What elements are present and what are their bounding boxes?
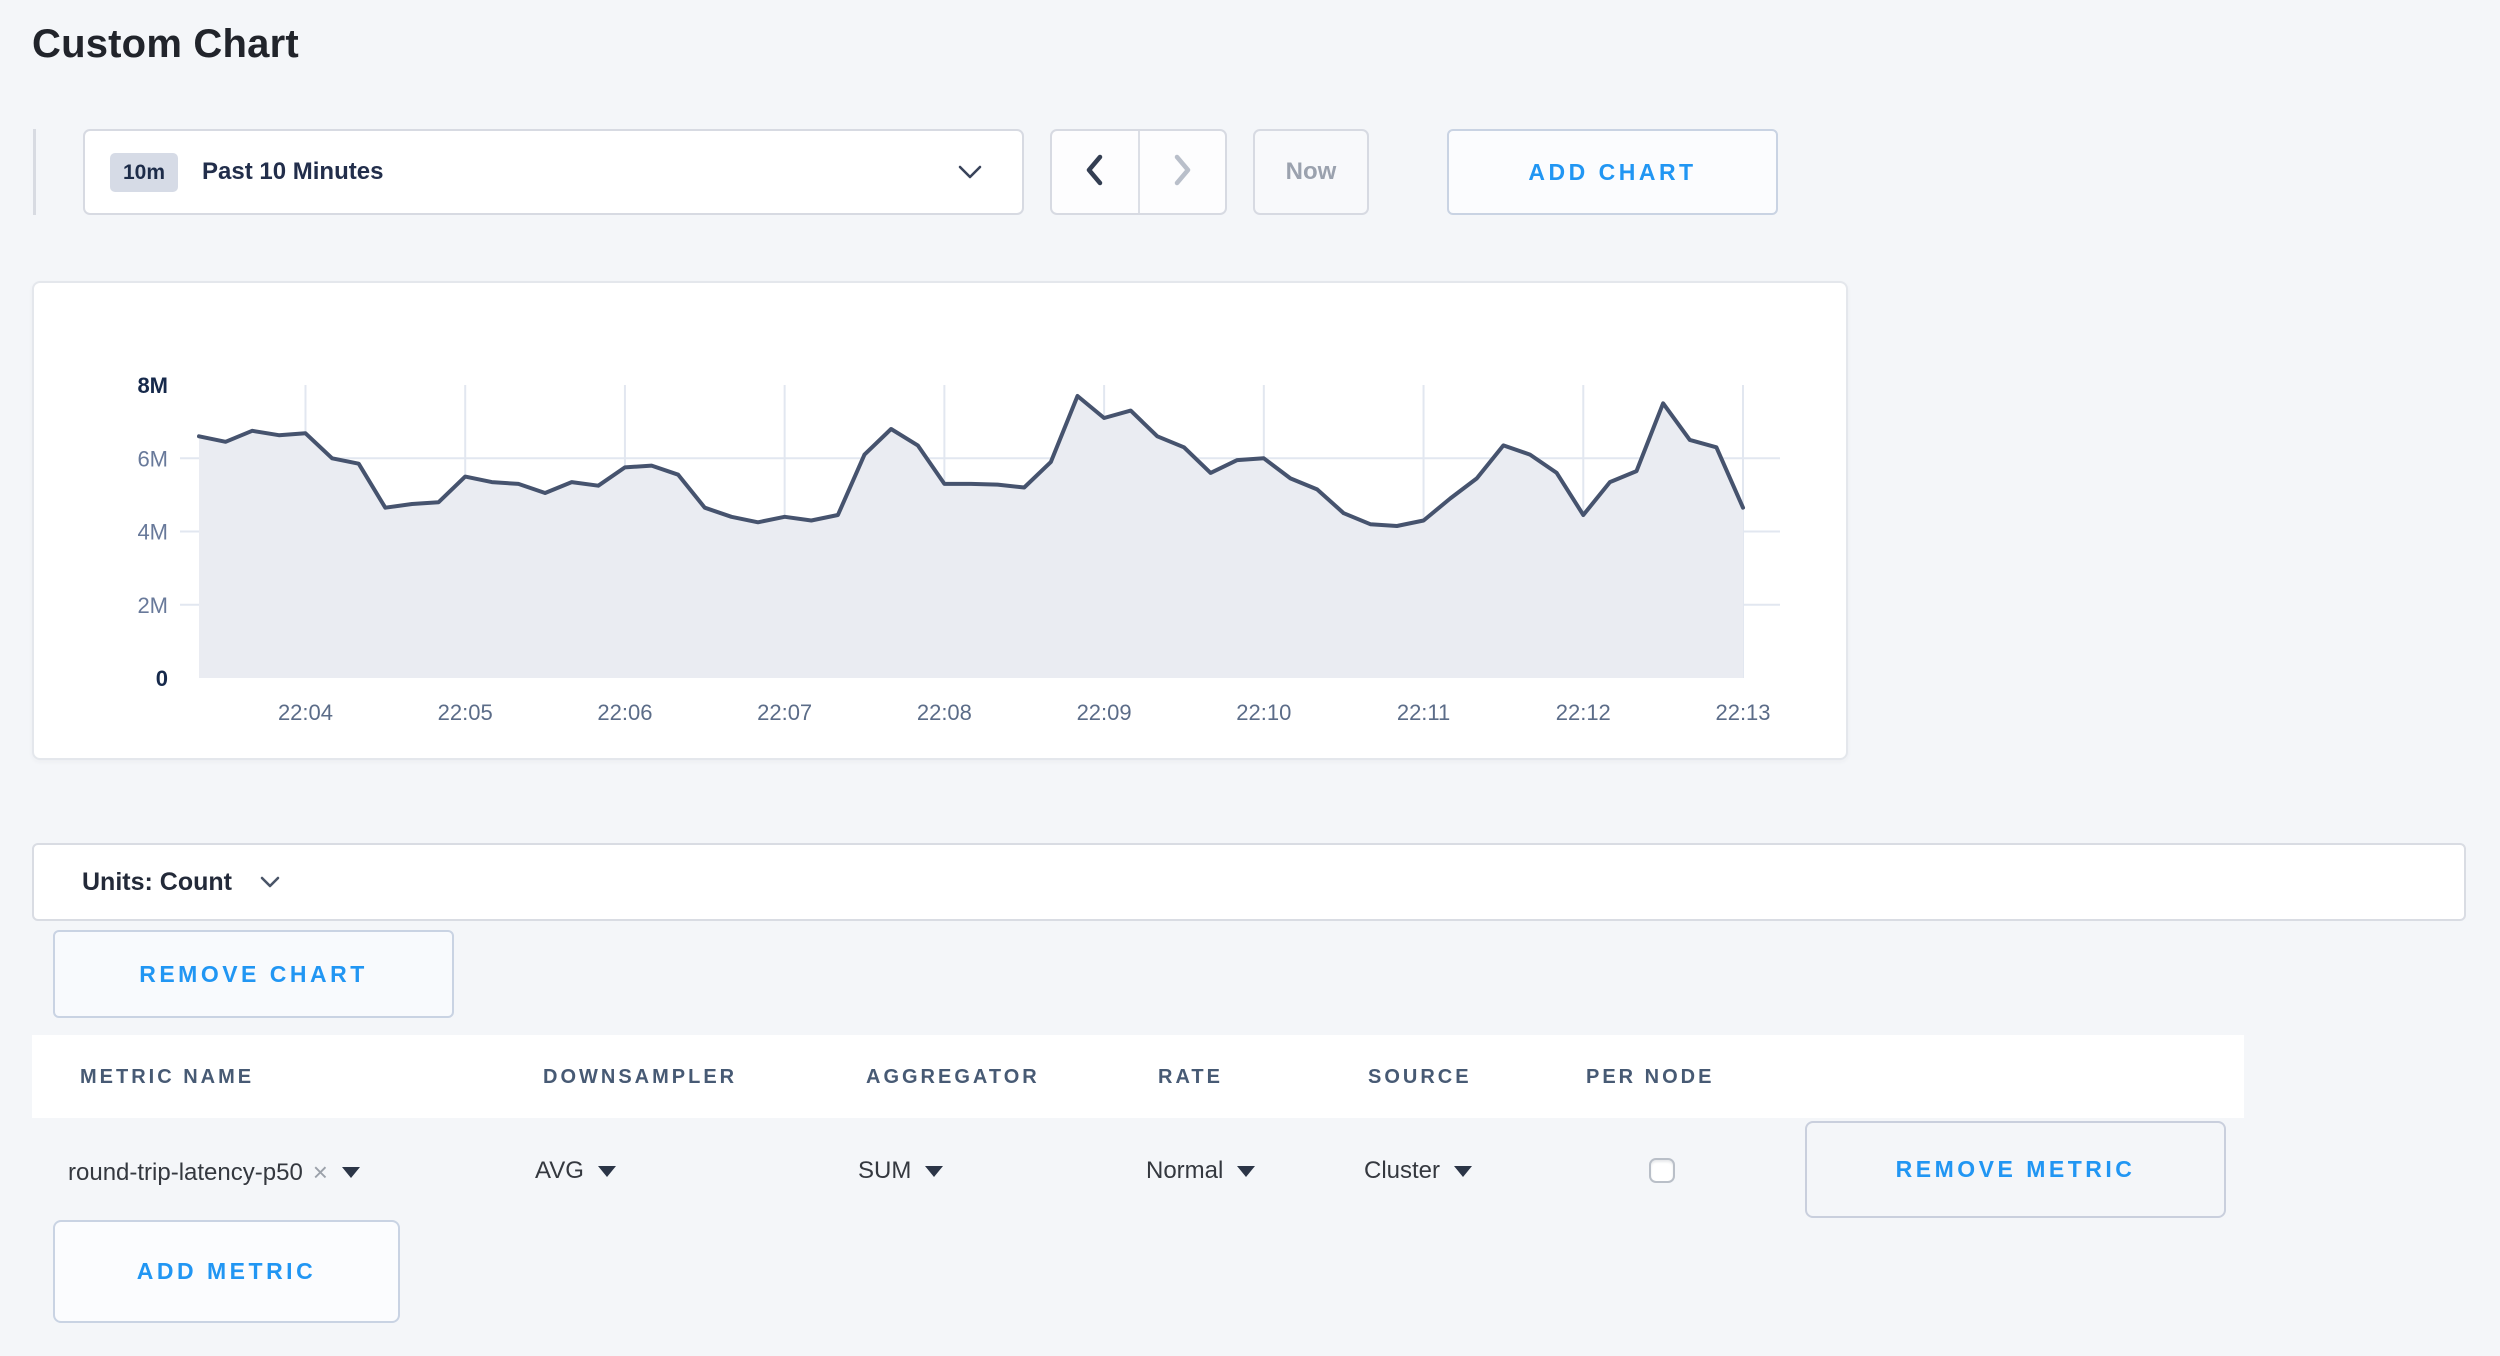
chevron-left-icon (1082, 153, 1108, 192)
add-metric-button[interactable]: ADD METRIC (53, 1220, 400, 1323)
col-head-per-node: PER NODE (1586, 1066, 1715, 1088)
clear-metric-icon[interactable]: × (312, 1157, 328, 1187)
col-head-aggregator: AGGREGATOR (866, 1066, 1040, 1088)
page-title: Custom Chart (32, 22, 299, 66)
now-button[interactable]: Now (1253, 129, 1369, 215)
add-chart-button[interactable]: ADD CHART (1447, 129, 1778, 215)
time-window-badge: 10m (110, 152, 179, 192)
toolbar-left-divider (33, 129, 36, 215)
svg-text:22:07: 22:07 (757, 700, 812, 725)
units-label: Units: Count (82, 867, 232, 896)
aggregator-value: SUM (858, 1157, 912, 1184)
custom-chart-card: 8M 6M 4M 2M 0 22:04 22:05 22:06 22:07 22:08 22:09 2… (32, 281, 1848, 760)
svg-text:22:04: 22:04 (278, 700, 333, 725)
next-time-button[interactable] (1137, 131, 1226, 213)
svg-text:22:05: 22:05 (438, 700, 493, 725)
units-dropdown[interactable]: Units: Count (32, 843, 2466, 921)
time-window-dropdown[interactable]: 10m Past 10 Minutes (83, 129, 1024, 215)
svg-text:22:13: 22:13 (1715, 700, 1770, 725)
svg-text:2M: 2M (137, 593, 168, 618)
col-head-metric-name: METRIC NAME (80, 1066, 255, 1088)
svg-text:22:09: 22:09 (1077, 700, 1132, 725)
per-node-checkbox[interactable] (1649, 1158, 1675, 1183)
svg-text:4M: 4M (137, 520, 168, 545)
time-window-label: Past 10 Minutes (202, 158, 384, 185)
metric-name-value: round-trip-latency-p50 (68, 1158, 303, 1186)
metric-name-select[interactable]: round-trip-latency-p50 × (68, 1157, 360, 1188)
svg-text:0: 0 (156, 666, 168, 691)
caret-down-icon (925, 1165, 944, 1177)
col-head-downsampler: DOWNSAMPLER (543, 1066, 738, 1088)
source-select[interactable]: Cluster (1364, 1157, 1473, 1185)
rate-value: Normal (1146, 1157, 1224, 1184)
rate-select[interactable]: Normal (1146, 1157, 1256, 1185)
svg-text:22:08: 22:08 (917, 700, 972, 725)
svg-text:22:10: 22:10 (1236, 700, 1291, 725)
chevron-down-icon (260, 876, 280, 888)
caret-down-icon (1454, 1165, 1473, 1177)
svg-text:8M: 8M (137, 373, 168, 398)
svg-text:22:06: 22:06 (597, 700, 652, 725)
remove-metric-button[interactable]: REMOVE METRIC (1805, 1121, 2226, 1218)
aggregator-select[interactable]: SUM (858, 1157, 944, 1185)
caret-down-icon (1237, 1165, 1256, 1177)
time-nav-arrows (1050, 129, 1227, 215)
col-head-rate: RATE (1158, 1066, 1223, 1088)
svg-text:6M: 6M (137, 446, 168, 471)
svg-text:22:11: 22:11 (1397, 700, 1450, 725)
prev-time-button[interactable] (1052, 131, 1138, 213)
caret-down-icon (597, 1165, 616, 1177)
col-head-source: SOURCE (1368, 1066, 1472, 1088)
remove-chart-button[interactable]: REMOVE CHART (53, 930, 454, 1018)
downsampler-value: AVG (535, 1157, 584, 1184)
metrics-table-header (32, 1035, 2244, 1118)
svg-text:22:12: 22:12 (1556, 700, 1611, 725)
latency-chart-svg: 8M 6M 4M 2M 0 22:04 22:05 22:06 22:07 22:08 22:09 2… (137, 373, 1780, 725)
downsampler-select[interactable]: AVG (535, 1157, 616, 1185)
source-value: Cluster (1364, 1157, 1441, 1184)
chevron-right-icon (1169, 153, 1195, 192)
caret-down-icon (341, 1167, 360, 1178)
chevron-down-icon (958, 165, 982, 179)
